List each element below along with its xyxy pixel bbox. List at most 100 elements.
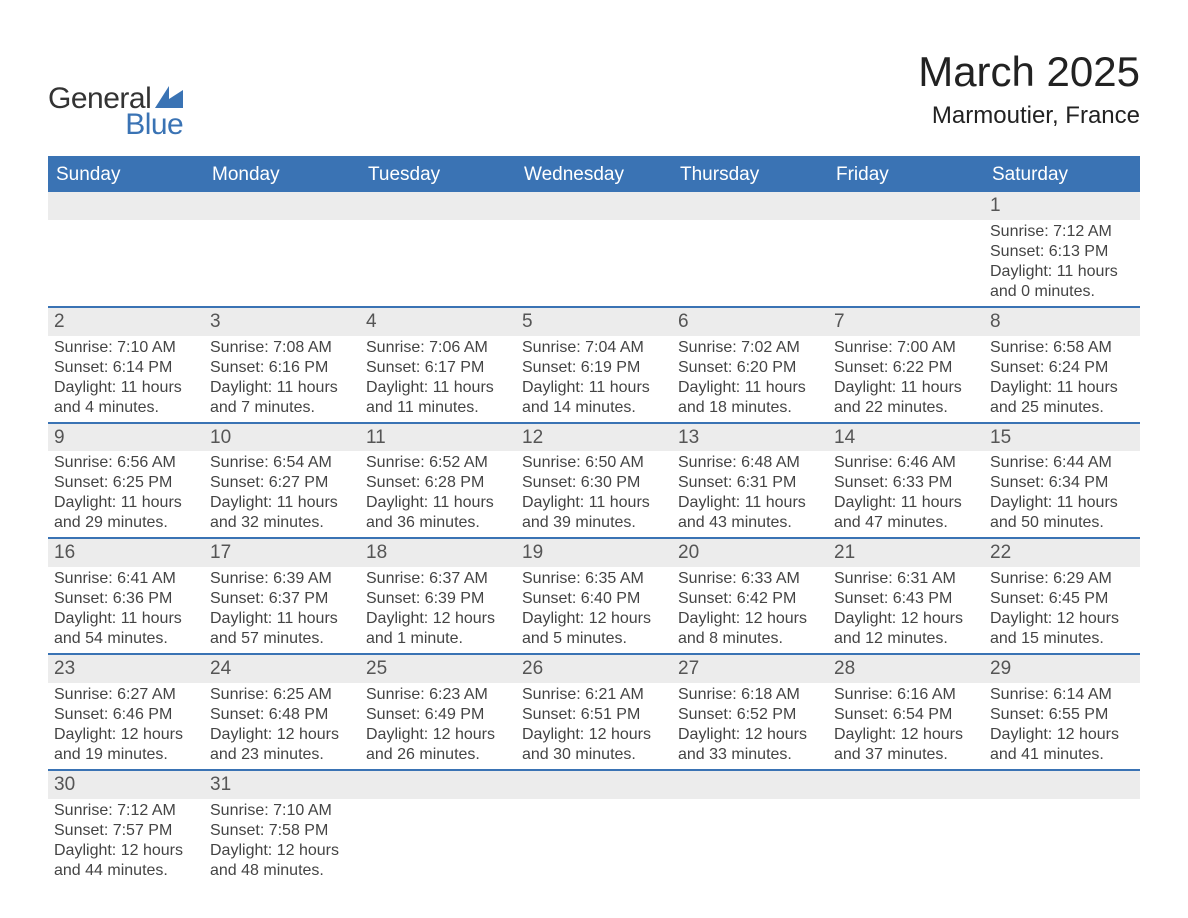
- daylight-text: and 30 minutes.: [522, 745, 666, 765]
- day-number-cell: 20: [672, 538, 828, 567]
- logo-text-blue: Blue: [125, 108, 183, 142]
- weekday-header: Wednesday: [516, 157, 672, 192]
- day-detail-cell: Sunrise: 7:10 AMSunset: 6:14 PMDaylight:…: [48, 336, 204, 423]
- day-detail-cell: Sunrise: 6:16 AMSunset: 6:54 PMDaylight:…: [828, 683, 984, 770]
- sunset-text: Sunset: 7:58 PM: [210, 821, 354, 841]
- sunset-text: Sunset: 6:28 PM: [366, 473, 510, 493]
- sunrise-text: Sunrise: 6:18 AM: [678, 685, 822, 705]
- day-number-cell: 16: [48, 538, 204, 567]
- day-detail-row: Sunrise: 6:41 AMSunset: 6:36 PMDaylight:…: [48, 567, 1140, 654]
- sunset-text: Sunset: 6:42 PM: [678, 589, 822, 609]
- day-detail-row: Sunrise: 7:12 AMSunset: 7:57 PMDaylight:…: [48, 799, 1140, 885]
- day-detail-cell: [360, 799, 516, 885]
- day-detail-cell: Sunrise: 6:46 AMSunset: 6:33 PMDaylight:…: [828, 451, 984, 538]
- sunrise-text: Sunrise: 6:37 AM: [366, 569, 510, 589]
- day-number-cell: 31: [204, 770, 360, 799]
- sunset-text: Sunset: 6:31 PM: [678, 473, 822, 493]
- day-detail-row: Sunrise: 7:12 AMSunset: 6:13 PMDaylight:…: [48, 220, 1140, 307]
- day-detail-cell: [828, 799, 984, 885]
- day-detail-cell: [672, 799, 828, 885]
- sunset-text: Sunset: 6:37 PM: [210, 589, 354, 609]
- weekday-header: Monday: [204, 157, 360, 192]
- day-number-cell: 28: [828, 654, 984, 683]
- daylight-text: Daylight: 11 hours: [834, 493, 978, 513]
- day-detail-cell: Sunrise: 6:54 AMSunset: 6:27 PMDaylight:…: [204, 451, 360, 538]
- sunset-text: Sunset: 6:40 PM: [522, 589, 666, 609]
- month-title: March 2025: [918, 48, 1140, 96]
- location-label: Marmoutier, France: [918, 102, 1140, 130]
- daylight-text: and 57 minutes.: [210, 629, 354, 649]
- sunset-text: Sunset: 6:51 PM: [522, 705, 666, 725]
- daylight-text: Daylight: 11 hours: [54, 493, 198, 513]
- day-number-cell: [672, 770, 828, 799]
- sunrise-text: Sunrise: 6:27 AM: [54, 685, 198, 705]
- day-number-cell: 11: [360, 423, 516, 452]
- day-number-cell: 23: [48, 654, 204, 683]
- day-detail-cell: Sunrise: 7:00 AMSunset: 6:22 PMDaylight:…: [828, 336, 984, 423]
- day-number-cell: [828, 192, 984, 220]
- daylight-text: Daylight: 11 hours: [54, 609, 198, 629]
- weekday-header: Saturday: [984, 157, 1140, 192]
- day-detail-cell: Sunrise: 7:02 AMSunset: 6:20 PMDaylight:…: [672, 336, 828, 423]
- day-detail-cell: Sunrise: 6:37 AMSunset: 6:39 PMDaylight:…: [360, 567, 516, 654]
- sunset-text: Sunset: 6:17 PM: [366, 358, 510, 378]
- day-detail-cell: Sunrise: 6:31 AMSunset: 6:43 PMDaylight:…: [828, 567, 984, 654]
- daylight-text: Daylight: 12 hours: [54, 841, 198, 861]
- day-detail-cell: [516, 220, 672, 307]
- day-number-cell: 19: [516, 538, 672, 567]
- sunrise-text: Sunrise: 6:29 AM: [990, 569, 1134, 589]
- daylight-text: and 43 minutes.: [678, 513, 822, 533]
- daylight-text: Daylight: 11 hours: [366, 493, 510, 513]
- day-detail-cell: Sunrise: 6:44 AMSunset: 6:34 PMDaylight:…: [984, 451, 1140, 538]
- day-detail-cell: Sunrise: 6:58 AMSunset: 6:24 PMDaylight:…: [984, 336, 1140, 423]
- day-number-row: 23242526272829: [48, 654, 1140, 683]
- day-number-row: 3031: [48, 770, 1140, 799]
- daylight-text: and 15 minutes.: [990, 629, 1134, 649]
- day-detail-row: Sunrise: 7:10 AMSunset: 6:14 PMDaylight:…: [48, 336, 1140, 423]
- calendar-body: 1Sunrise: 7:12 AMSunset: 6:13 PMDaylight…: [48, 192, 1140, 885]
- daylight-text: Daylight: 12 hours: [678, 609, 822, 629]
- day-detail-cell: Sunrise: 7:08 AMSunset: 6:16 PMDaylight:…: [204, 336, 360, 423]
- daylight-text: and 36 minutes.: [366, 513, 510, 533]
- day-number-cell: 12: [516, 423, 672, 452]
- day-detail-cell: [828, 220, 984, 307]
- daylight-text: Daylight: 11 hours: [990, 493, 1134, 513]
- sunrise-text: Sunrise: 6:58 AM: [990, 338, 1134, 358]
- day-detail-row: Sunrise: 6:56 AMSunset: 6:25 PMDaylight:…: [48, 451, 1140, 538]
- daylight-text: and 33 minutes.: [678, 745, 822, 765]
- day-detail-cell: [672, 220, 828, 307]
- daylight-text: Daylight: 12 hours: [834, 609, 978, 629]
- day-number-cell: 9: [48, 423, 204, 452]
- day-detail-cell: Sunrise: 6:48 AMSunset: 6:31 PMDaylight:…: [672, 451, 828, 538]
- daylight-text: and 0 minutes.: [990, 282, 1134, 302]
- daylight-text: and 8 minutes.: [678, 629, 822, 649]
- day-number-cell: [204, 192, 360, 220]
- daylight-text: Daylight: 12 hours: [990, 609, 1134, 629]
- sunrise-text: Sunrise: 6:14 AM: [990, 685, 1134, 705]
- day-number-cell: 10: [204, 423, 360, 452]
- sunrise-text: Sunrise: 6:44 AM: [990, 453, 1134, 473]
- sunset-text: Sunset: 6:54 PM: [834, 705, 978, 725]
- daylight-text: and 4 minutes.: [54, 398, 198, 418]
- daylight-text: and 48 minutes.: [210, 861, 354, 881]
- sunset-text: Sunset: 6:46 PM: [54, 705, 198, 725]
- daylight-text: and 22 minutes.: [834, 398, 978, 418]
- sunset-text: Sunset: 6:49 PM: [366, 705, 510, 725]
- sunrise-text: Sunrise: 6:23 AM: [366, 685, 510, 705]
- daylight-text: and 44 minutes.: [54, 861, 198, 881]
- daylight-text: Daylight: 11 hours: [210, 493, 354, 513]
- sunset-text: Sunset: 6:27 PM: [210, 473, 354, 493]
- day-detail-cell: Sunrise: 6:23 AMSunset: 6:49 PMDaylight:…: [360, 683, 516, 770]
- daylight-text: and 39 minutes.: [522, 513, 666, 533]
- day-number-cell: 24: [204, 654, 360, 683]
- day-number-cell: [516, 192, 672, 220]
- daylight-text: and 25 minutes.: [990, 398, 1134, 418]
- title-block: March 2025 Marmoutier, France: [918, 48, 1140, 130]
- sunset-text: Sunset: 6:55 PM: [990, 705, 1134, 725]
- daylight-text: Daylight: 12 hours: [366, 725, 510, 745]
- daylight-text: Daylight: 11 hours: [678, 378, 822, 398]
- daylight-text: Daylight: 11 hours: [210, 378, 354, 398]
- day-number-cell: 7: [828, 307, 984, 336]
- day-number-cell: 2: [48, 307, 204, 336]
- day-number-cell: [360, 770, 516, 799]
